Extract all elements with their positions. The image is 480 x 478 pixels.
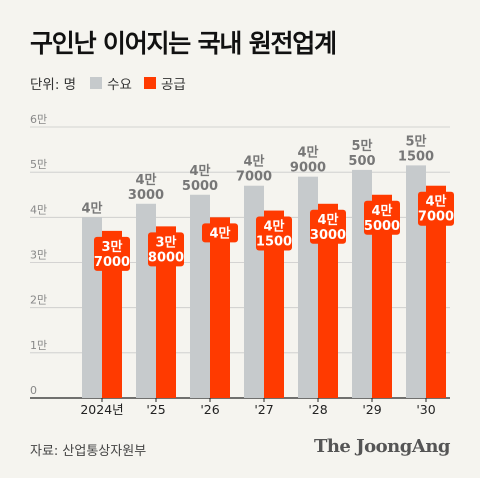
- data-label-supply: 3만: [155, 234, 176, 250]
- data-label-supply: 4만: [371, 203, 392, 219]
- data-label-supply: 5000: [364, 219, 400, 234]
- data-label-supply: 4만: [425, 194, 446, 210]
- data-label-demand: 5만: [351, 138, 372, 154]
- chart-title: 구인난 이어지는 국내 원전업계: [30, 29, 337, 58]
- data-label-demand: 4만: [297, 145, 318, 161]
- data-label-demand: 1500: [398, 149, 434, 164]
- data-label-supply: 1500: [256, 235, 292, 250]
- data-label-demand: 5000: [182, 179, 218, 194]
- data-label-supply: 7000: [418, 210, 454, 225]
- x-tick-label: '26: [200, 402, 219, 417]
- data-label-demand: 4만: [243, 154, 264, 170]
- data-label-demand: 3000: [128, 188, 164, 203]
- data-label-demand: 5만: [405, 133, 426, 149]
- y-tick-label: 4만: [30, 203, 47, 216]
- data-label-supply: 8000: [148, 250, 184, 265]
- bar-supply: [318, 203, 338, 398]
- data-label-demand: 7000: [236, 170, 272, 185]
- x-tick-label: '27: [254, 402, 273, 417]
- bar-supply: [372, 194, 392, 398]
- y-tick-label: 0: [30, 384, 37, 397]
- y-tick-label: 3만: [30, 249, 47, 262]
- x-tick-label: '28: [308, 402, 327, 417]
- bar-demand: [190, 194, 210, 398]
- x-tick-label: 2024년: [80, 402, 123, 417]
- data-label-pad-supply: [94, 236, 130, 271]
- legend: 단위: 명 수요 공급: [30, 73, 198, 93]
- data-label-supply: 4만: [263, 219, 284, 235]
- legend-label-demand: 수요: [107, 77, 132, 93]
- bar-supply: [210, 217, 230, 398]
- data-label-demand: 4만: [135, 172, 156, 188]
- data-label-pad-supply: [364, 200, 400, 235]
- unit-label: 단위: 명: [30, 77, 77, 93]
- data-label-supply: 3000: [310, 228, 346, 243]
- data-label-pad-supply: [148, 232, 184, 267]
- y-tick-label: 6만: [30, 113, 47, 126]
- legend-item-supply: 공급: [143, 73, 186, 93]
- bar-supply: [426, 185, 446, 398]
- data-label-demand: 500: [348, 154, 375, 169]
- data-label-pad-supply: [256, 216, 292, 251]
- legend-swatch-supply: [143, 77, 156, 89]
- bar-supply: [264, 210, 284, 398]
- data-label-supply: 7000: [94, 255, 130, 270]
- y-tick-label: 2만: [30, 294, 47, 307]
- x-tick-label: '30: [416, 402, 435, 417]
- data-label-demand: 4만: [189, 163, 210, 179]
- data-label-demand: 9000: [290, 161, 326, 176]
- x-tick-label: '29: [362, 402, 381, 417]
- y-tick-label: 5만: [30, 158, 47, 171]
- brand-logo: The JoongAng: [313, 436, 451, 457]
- data-label-supply: 4만: [317, 212, 338, 228]
- source-note: 자료: 산업통상자원부: [30, 444, 147, 459]
- bar-supply: [102, 230, 122, 398]
- y-tick-label: 1만: [30, 339, 47, 352]
- data-label-pad-supply: [202, 223, 238, 243]
- data-label-pad-supply: [310, 209, 346, 244]
- data-label-supply: 4만: [209, 225, 230, 241]
- data-label-supply: 3만: [101, 239, 122, 255]
- bar-supply: [156, 226, 176, 398]
- legend-swatch-demand: [90, 77, 103, 89]
- data-label-pad-supply: [418, 191, 454, 226]
- legend-item-demand: 수요: [90, 73, 132, 93]
- legend-label-supply: 공급: [160, 77, 186, 93]
- data-label-demand: 4만: [81, 200, 102, 216]
- x-tick-label: '25: [146, 402, 165, 417]
